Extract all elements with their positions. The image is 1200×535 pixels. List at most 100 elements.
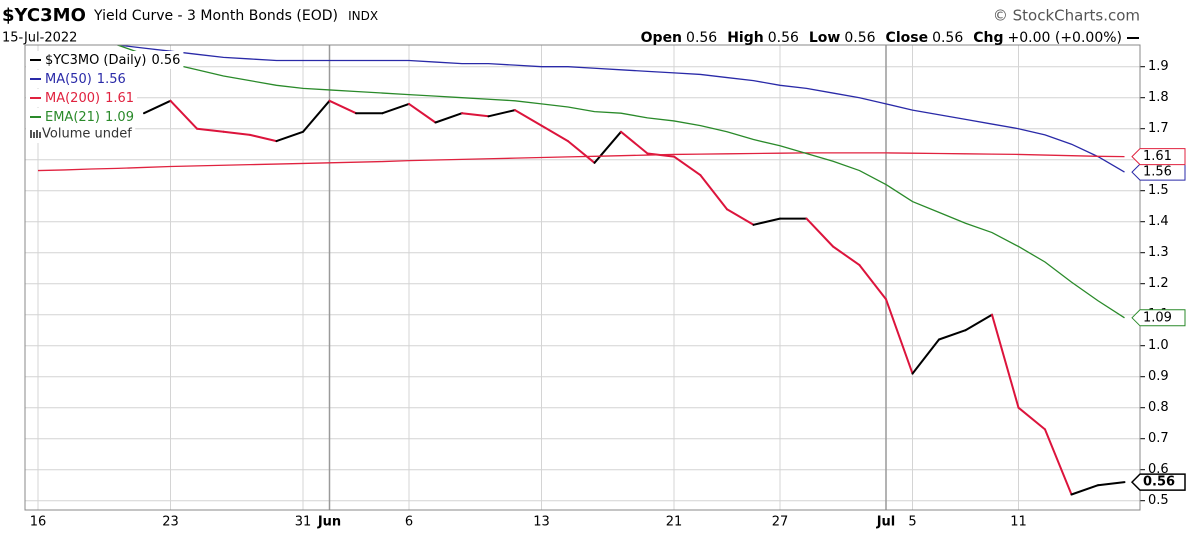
y-tick-label: 1.7 bbox=[1148, 121, 1169, 136]
price-segment bbox=[222, 130, 251, 136]
price-segment bbox=[699, 174, 728, 211]
price-segment bbox=[1017, 406, 1046, 431]
plot-area bbox=[25, 45, 1140, 510]
symbol: $YC3MO bbox=[2, 5, 86, 26]
plot-frame bbox=[24, 44, 1141, 511]
legend-name: $YC3MO (Daily) bbox=[45, 53, 146, 68]
price-segment bbox=[249, 133, 278, 143]
y-tick-label: 0.7 bbox=[1148, 431, 1169, 446]
chart-title: Yield Curve - 3 Month Bonds (EOD) bbox=[93, 8, 338, 24]
value-tag bbox=[1130, 473, 1186, 491]
legend-value: 1.61 bbox=[105, 91, 134, 106]
price-segment bbox=[1070, 484, 1099, 496]
legend-name: MA(200) bbox=[45, 91, 100, 106]
price-segment bbox=[1097, 481, 1126, 487]
price-segment bbox=[858, 264, 887, 301]
value-tag-label: 1.56 bbox=[1143, 165, 1172, 180]
price-segment bbox=[434, 112, 463, 124]
price-segment bbox=[328, 99, 357, 115]
price-segment bbox=[567, 140, 596, 164]
y-tick-label: 1.8 bbox=[1148, 90, 1169, 105]
price-segment bbox=[885, 298, 914, 375]
value-tag bbox=[1131, 163, 1186, 181]
quote-value: 0.56 bbox=[844, 30, 875, 46]
x-tick-label: 23 bbox=[162, 515, 179, 530]
y-tick-label: 0.9 bbox=[1148, 369, 1169, 384]
price-segment bbox=[726, 208, 755, 226]
y-tick-label: 1.3 bbox=[1148, 245, 1169, 260]
value-tag-label: 1.09 bbox=[1143, 310, 1172, 325]
y-tick-label: 1.5 bbox=[1148, 183, 1169, 198]
price-segment bbox=[514, 109, 543, 127]
quote-label: Chg bbox=[973, 30, 1003, 46]
x-tick-label: 16 bbox=[30, 515, 47, 530]
volume-icon bbox=[39, 132, 41, 138]
y-tick-label: 1.4 bbox=[1148, 214, 1169, 229]
y-tick-label: 0.5 bbox=[1148, 493, 1169, 508]
legend-name: MA(50) bbox=[45, 72, 92, 87]
quote-label: Low bbox=[809, 30, 841, 46]
legend-name: EMA(21) bbox=[45, 110, 100, 125]
value-tag-label: 0.56 bbox=[1143, 475, 1175, 490]
price-segment bbox=[381, 102, 410, 115]
legend-value: 1.09 bbox=[105, 110, 134, 125]
x-tick-label: 27 bbox=[772, 515, 789, 530]
price-segment bbox=[169, 99, 198, 130]
price-segment bbox=[620, 130, 649, 155]
price-segment bbox=[991, 313, 1020, 409]
price-segment bbox=[461, 112, 490, 118]
price-segment bbox=[143, 99, 172, 115]
price-segment bbox=[964, 313, 993, 332]
x-tick-label: 31 bbox=[295, 515, 312, 530]
legend-bg bbox=[26, 70, 129, 88]
indicator-line bbox=[117, 45, 1125, 319]
value-tag-label: 1.61 bbox=[1143, 149, 1172, 164]
y-tick-label: 1.9 bbox=[1148, 59, 1169, 74]
x-tick-label: 11 bbox=[1010, 515, 1027, 530]
exchange: INDX bbox=[348, 9, 378, 23]
price-segment bbox=[540, 124, 569, 143]
quote-value: 0.56 bbox=[932, 30, 963, 46]
price-segment bbox=[805, 217, 834, 248]
price-segment bbox=[673, 155, 702, 177]
price-segment bbox=[911, 338, 940, 375]
legend-entry: MA(50) 1.56 bbox=[45, 72, 126, 87]
y-tick-label: 0.8 bbox=[1148, 400, 1169, 415]
price-segment bbox=[487, 109, 516, 118]
price-segment bbox=[593, 130, 622, 164]
legend-bg bbox=[26, 108, 137, 126]
x-tick-label: 5 bbox=[908, 515, 916, 530]
quote-label: Open bbox=[641, 30, 682, 46]
date: 15-Jul-2022 bbox=[2, 31, 77, 46]
value-tag bbox=[1131, 309, 1186, 327]
legend-value: 0.56 bbox=[151, 53, 180, 68]
y-tick-label: 1.2 bbox=[1148, 276, 1169, 291]
x-tick-label: 13 bbox=[533, 515, 550, 530]
price-segment bbox=[938, 329, 967, 341]
plot-lines bbox=[37, 45, 1126, 496]
legend-value: 1.56 bbox=[97, 72, 126, 87]
value-tag bbox=[1131, 148, 1186, 166]
legend-entry: EMA(21) 1.09 bbox=[45, 110, 134, 125]
volume-icon bbox=[30, 130, 32, 138]
quote-label: High bbox=[727, 30, 764, 46]
indicator-line bbox=[117, 45, 1125, 173]
x-tick-label: 6 bbox=[405, 515, 413, 530]
price-segment bbox=[275, 130, 304, 143]
quote-value: +0.00 (+0.00%) bbox=[1008, 30, 1122, 46]
price-segment bbox=[408, 102, 437, 124]
quote-value: 0.56 bbox=[768, 30, 799, 46]
indicator-line bbox=[37, 152, 1125, 172]
legend-bg bbox=[26, 51, 184, 69]
price-segment bbox=[752, 217, 781, 226]
price-segment bbox=[196, 127, 225, 133]
price-segment bbox=[832, 245, 861, 267]
price-segment bbox=[1044, 428, 1073, 496]
volume-icon bbox=[36, 130, 38, 138]
quote: Open 0.56 High 0.56 Low 0.56 Close 0.56 Chg +0.00… bbox=[641, 30, 1122, 46]
legend-entry: MA(200) 1.61 bbox=[45, 91, 134, 106]
price-segment bbox=[302, 99, 331, 133]
x-tick-label: Jul bbox=[876, 515, 896, 530]
